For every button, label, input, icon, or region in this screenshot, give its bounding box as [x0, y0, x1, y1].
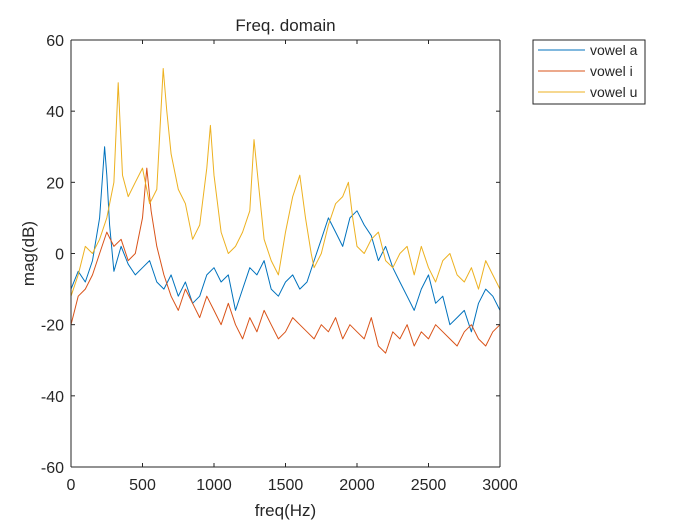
legend-entry: vowel a: [590, 42, 638, 58]
y-tick-label: -40: [41, 389, 64, 406]
x-axis-label: freq(Hz): [255, 501, 316, 520]
y-tick-label: 60: [46, 33, 64, 50]
plot-area: [71, 40, 500, 467]
series-line-vowel-u: [70, 68, 501, 297]
x-tick-label: 2500: [411, 477, 447, 494]
y-tick-label: 0: [55, 247, 64, 264]
legend: vowel a vowel i vowel u: [532, 39, 646, 105]
x-tick-label: 3000: [482, 477, 518, 494]
x-tick-label: 500: [129, 477, 156, 494]
x-tick-label: 1000: [196, 477, 232, 494]
y-tick-label: -20: [41, 318, 64, 335]
x-tick-label: 1500: [268, 477, 304, 494]
y-tick-label: -60: [41, 460, 64, 477]
y-ticks: -60 -40 -20 0 20 40 60: [41, 33, 500, 477]
legend-entry: vowel u: [590, 84, 637, 100]
x-ticks: 0 500 1000 1500 2000 2500 3000: [67, 40, 518, 494]
series-line-vowel-a: [70, 146, 501, 333]
legend-entry: vowel i: [590, 63, 633, 79]
y-axis-label: mag(dB): [19, 221, 38, 286]
x-tick-label: 0: [67, 477, 76, 494]
series-layer: [70, 68, 501, 354]
x-tick-label: 2000: [339, 477, 375, 494]
legend-box: [532, 39, 646, 105]
y-tick-label: 20: [46, 175, 64, 192]
chart-title: Freq. domain: [235, 16, 335, 35]
series-line-vowel-i: [70, 167, 501, 354]
y-tick-label: 40: [46, 104, 64, 121]
